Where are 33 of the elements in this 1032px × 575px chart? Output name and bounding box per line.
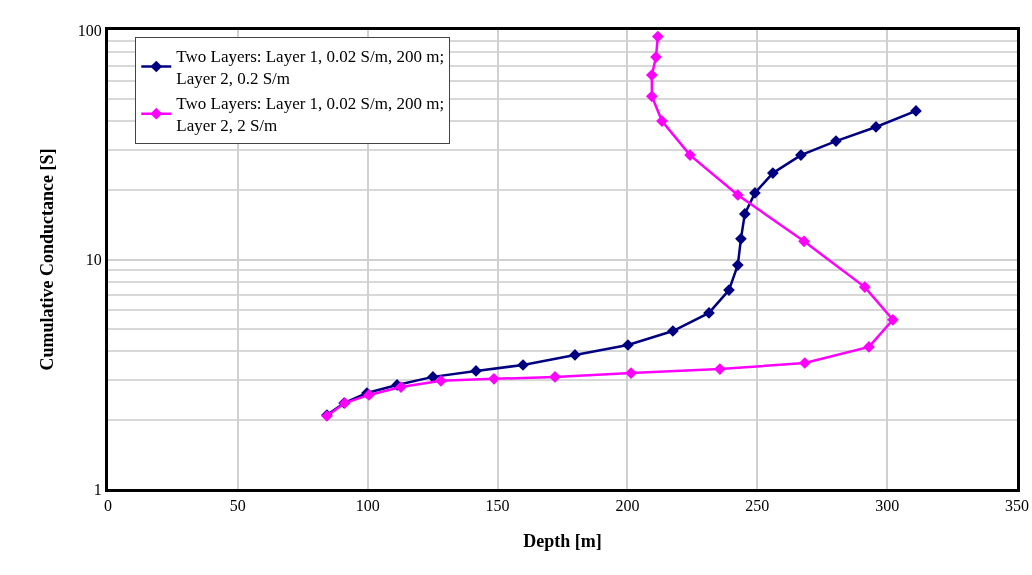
- point: [569, 349, 581, 361]
- x-tick-label: 250: [745, 497, 770, 515]
- point: [795, 149, 807, 161]
- x-tick-label: 350: [1005, 497, 1029, 515]
- x-tick-label: 200: [615, 497, 640, 515]
- point: [731, 259, 744, 271]
- point: [887, 313, 899, 326]
- x-tick-label: 0: [104, 497, 112, 515]
- y-tick-label: 100: [77, 21, 102, 39]
- point: [858, 281, 871, 293]
- point: [731, 189, 744, 201]
- x-axis-title: Depth [m]: [523, 531, 602, 552]
- point: [738, 208, 751, 220]
- y-axis-title: Cumulative Conductance [S]: [37, 148, 57, 371]
- y-tick-label: 1: [93, 480, 102, 498]
- point: [645, 69, 658, 81]
- x-tick-label: 150: [485, 497, 510, 515]
- legend-label: Two Layers: Layer 1, 0.02 S/m, 200 m; Layer 2, 2 S/m: [176, 94, 445, 136]
- point: [645, 90, 658, 103]
- point: [488, 372, 500, 385]
- x-tick-label: 50: [229, 497, 246, 515]
- legend-label: Two Layers: Layer 1, 0.02 S/m, 200 m; Layer 2, 0.2 S/m: [176, 47, 445, 89]
- x-tick-label: 300: [875, 497, 900, 515]
- point: [651, 30, 664, 43]
- point: [798, 235, 810, 248]
- point: [435, 374, 447, 387]
- point: [549, 371, 561, 383]
- point: [798, 357, 811, 369]
- y-tick-label: 10: [85, 251, 102, 269]
- point: [735, 233, 747, 245]
- x-tick-label: 100: [355, 497, 380, 515]
- point: [714, 363, 726, 375]
- point: [767, 167, 779, 179]
